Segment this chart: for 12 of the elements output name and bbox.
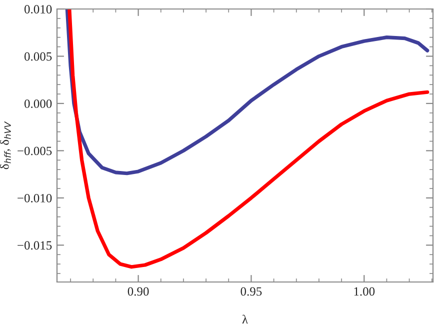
x-tick-label: 0.95 [240, 287, 262, 296]
y-tick-label: 0.010 [24, 5, 52, 14]
y-tick-label: −0.015 [18, 241, 52, 250]
x-tick-label: 1.00 [354, 287, 375, 296]
y-tick-label: 0.000 [24, 99, 52, 108]
x-axis-title: λ [242, 314, 248, 324]
y-tick-label: −0.010 [18, 194, 52, 202]
y-tick-label: 0.005 [24, 52, 52, 61]
x-tick-label: 0.90 [128, 287, 149, 296]
line-series [68, 9, 430, 269]
y-axis-title: δ$_{hff}$, δ$_{hVV}$ [0, 121, 11, 170]
y-tick-label: −0.005 [18, 146, 52, 156]
